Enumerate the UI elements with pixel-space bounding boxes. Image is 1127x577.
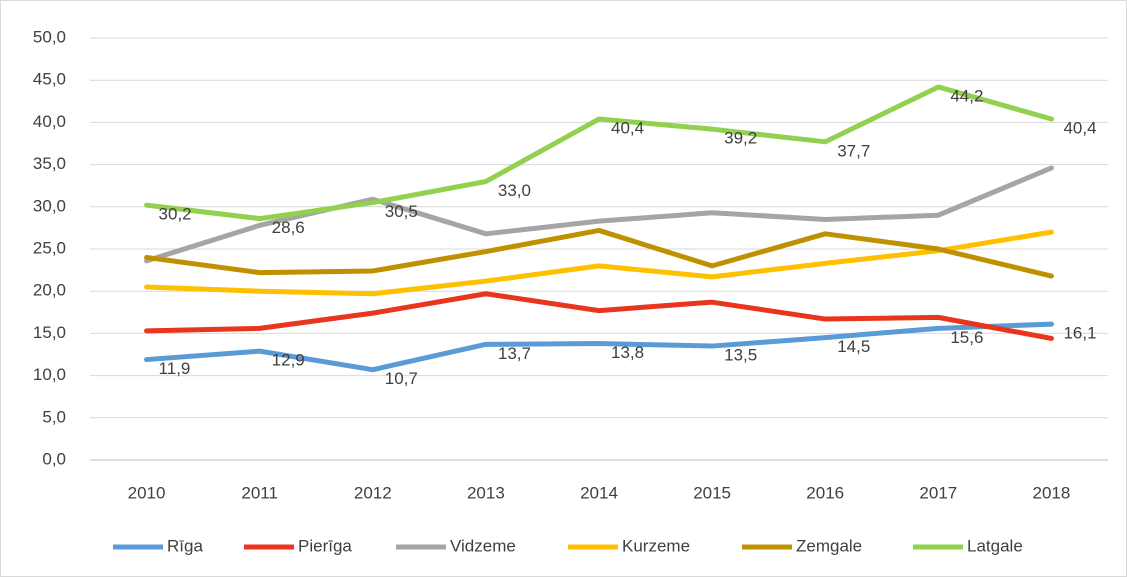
- legend-label: Latgale: [967, 536, 1023, 555]
- x-tick-label: 2011: [241, 483, 278, 502]
- data-label: 15,6: [950, 328, 983, 347]
- y-tick-label: 5,0: [42, 407, 66, 426]
- legend-label: Rīga: [167, 536, 203, 555]
- series-line: [144, 84, 1054, 222]
- data-label: 12,9: [272, 351, 305, 370]
- x-tick-label: 2013: [467, 483, 505, 502]
- legend-label: Vidzeme: [450, 536, 516, 555]
- data-label: 39,2: [724, 129, 757, 148]
- series-line: [144, 165, 1054, 264]
- y-tick-label: 15,0: [33, 323, 66, 342]
- data-label: 13,8: [611, 343, 644, 362]
- y-tick-label: 45,0: [33, 70, 66, 89]
- data-label: 13,7: [498, 344, 531, 363]
- x-tick-label: 2014: [580, 483, 618, 502]
- y-tick-label: 0,0: [42, 449, 66, 468]
- y-tick-label: 10,0: [33, 365, 66, 384]
- data-label: 44,2: [950, 86, 983, 105]
- data-label: 16,1: [1063, 324, 1096, 343]
- y-tick-label: 35,0: [33, 154, 66, 173]
- data-label: 10,7: [385, 369, 418, 388]
- data-label: 40,4: [611, 119, 644, 138]
- legend-label: Pierīga: [298, 536, 352, 555]
- series-line: [144, 321, 1054, 373]
- x-tick-label: 2015: [693, 483, 731, 502]
- data-label: 30,5: [385, 202, 418, 221]
- x-tick-label: 2017: [919, 483, 957, 502]
- data-label: 14,5: [837, 337, 870, 356]
- data-label: 13,5: [724, 346, 757, 365]
- y-tick-label: 40,0: [33, 112, 66, 131]
- series-line: [144, 291, 1054, 341]
- x-tick-label: 2012: [354, 483, 392, 502]
- data-label: 37,7: [837, 141, 870, 160]
- data-label: 30,2: [159, 205, 192, 224]
- x-tick-label: 2010: [128, 483, 166, 502]
- x-tick-label: 2018: [1033, 483, 1071, 502]
- data-label: 28,6: [272, 218, 305, 237]
- legend-label: Zemgale: [796, 536, 862, 555]
- y-tick-label: 30,0: [33, 196, 66, 215]
- data-label: 40,4: [1063, 119, 1096, 138]
- data-label: 33,0: [498, 181, 531, 200]
- x-tick-label: 2016: [806, 483, 844, 502]
- series-line: [144, 229, 1054, 297]
- y-tick-label: 50,0: [33, 27, 66, 46]
- y-tick-label: 20,0: [33, 281, 66, 300]
- y-tick-label: 25,0: [33, 238, 66, 257]
- series-line: [144, 227, 1054, 279]
- legend-label: Kurzeme: [622, 536, 690, 555]
- data-label: 11,9: [159, 359, 191, 378]
